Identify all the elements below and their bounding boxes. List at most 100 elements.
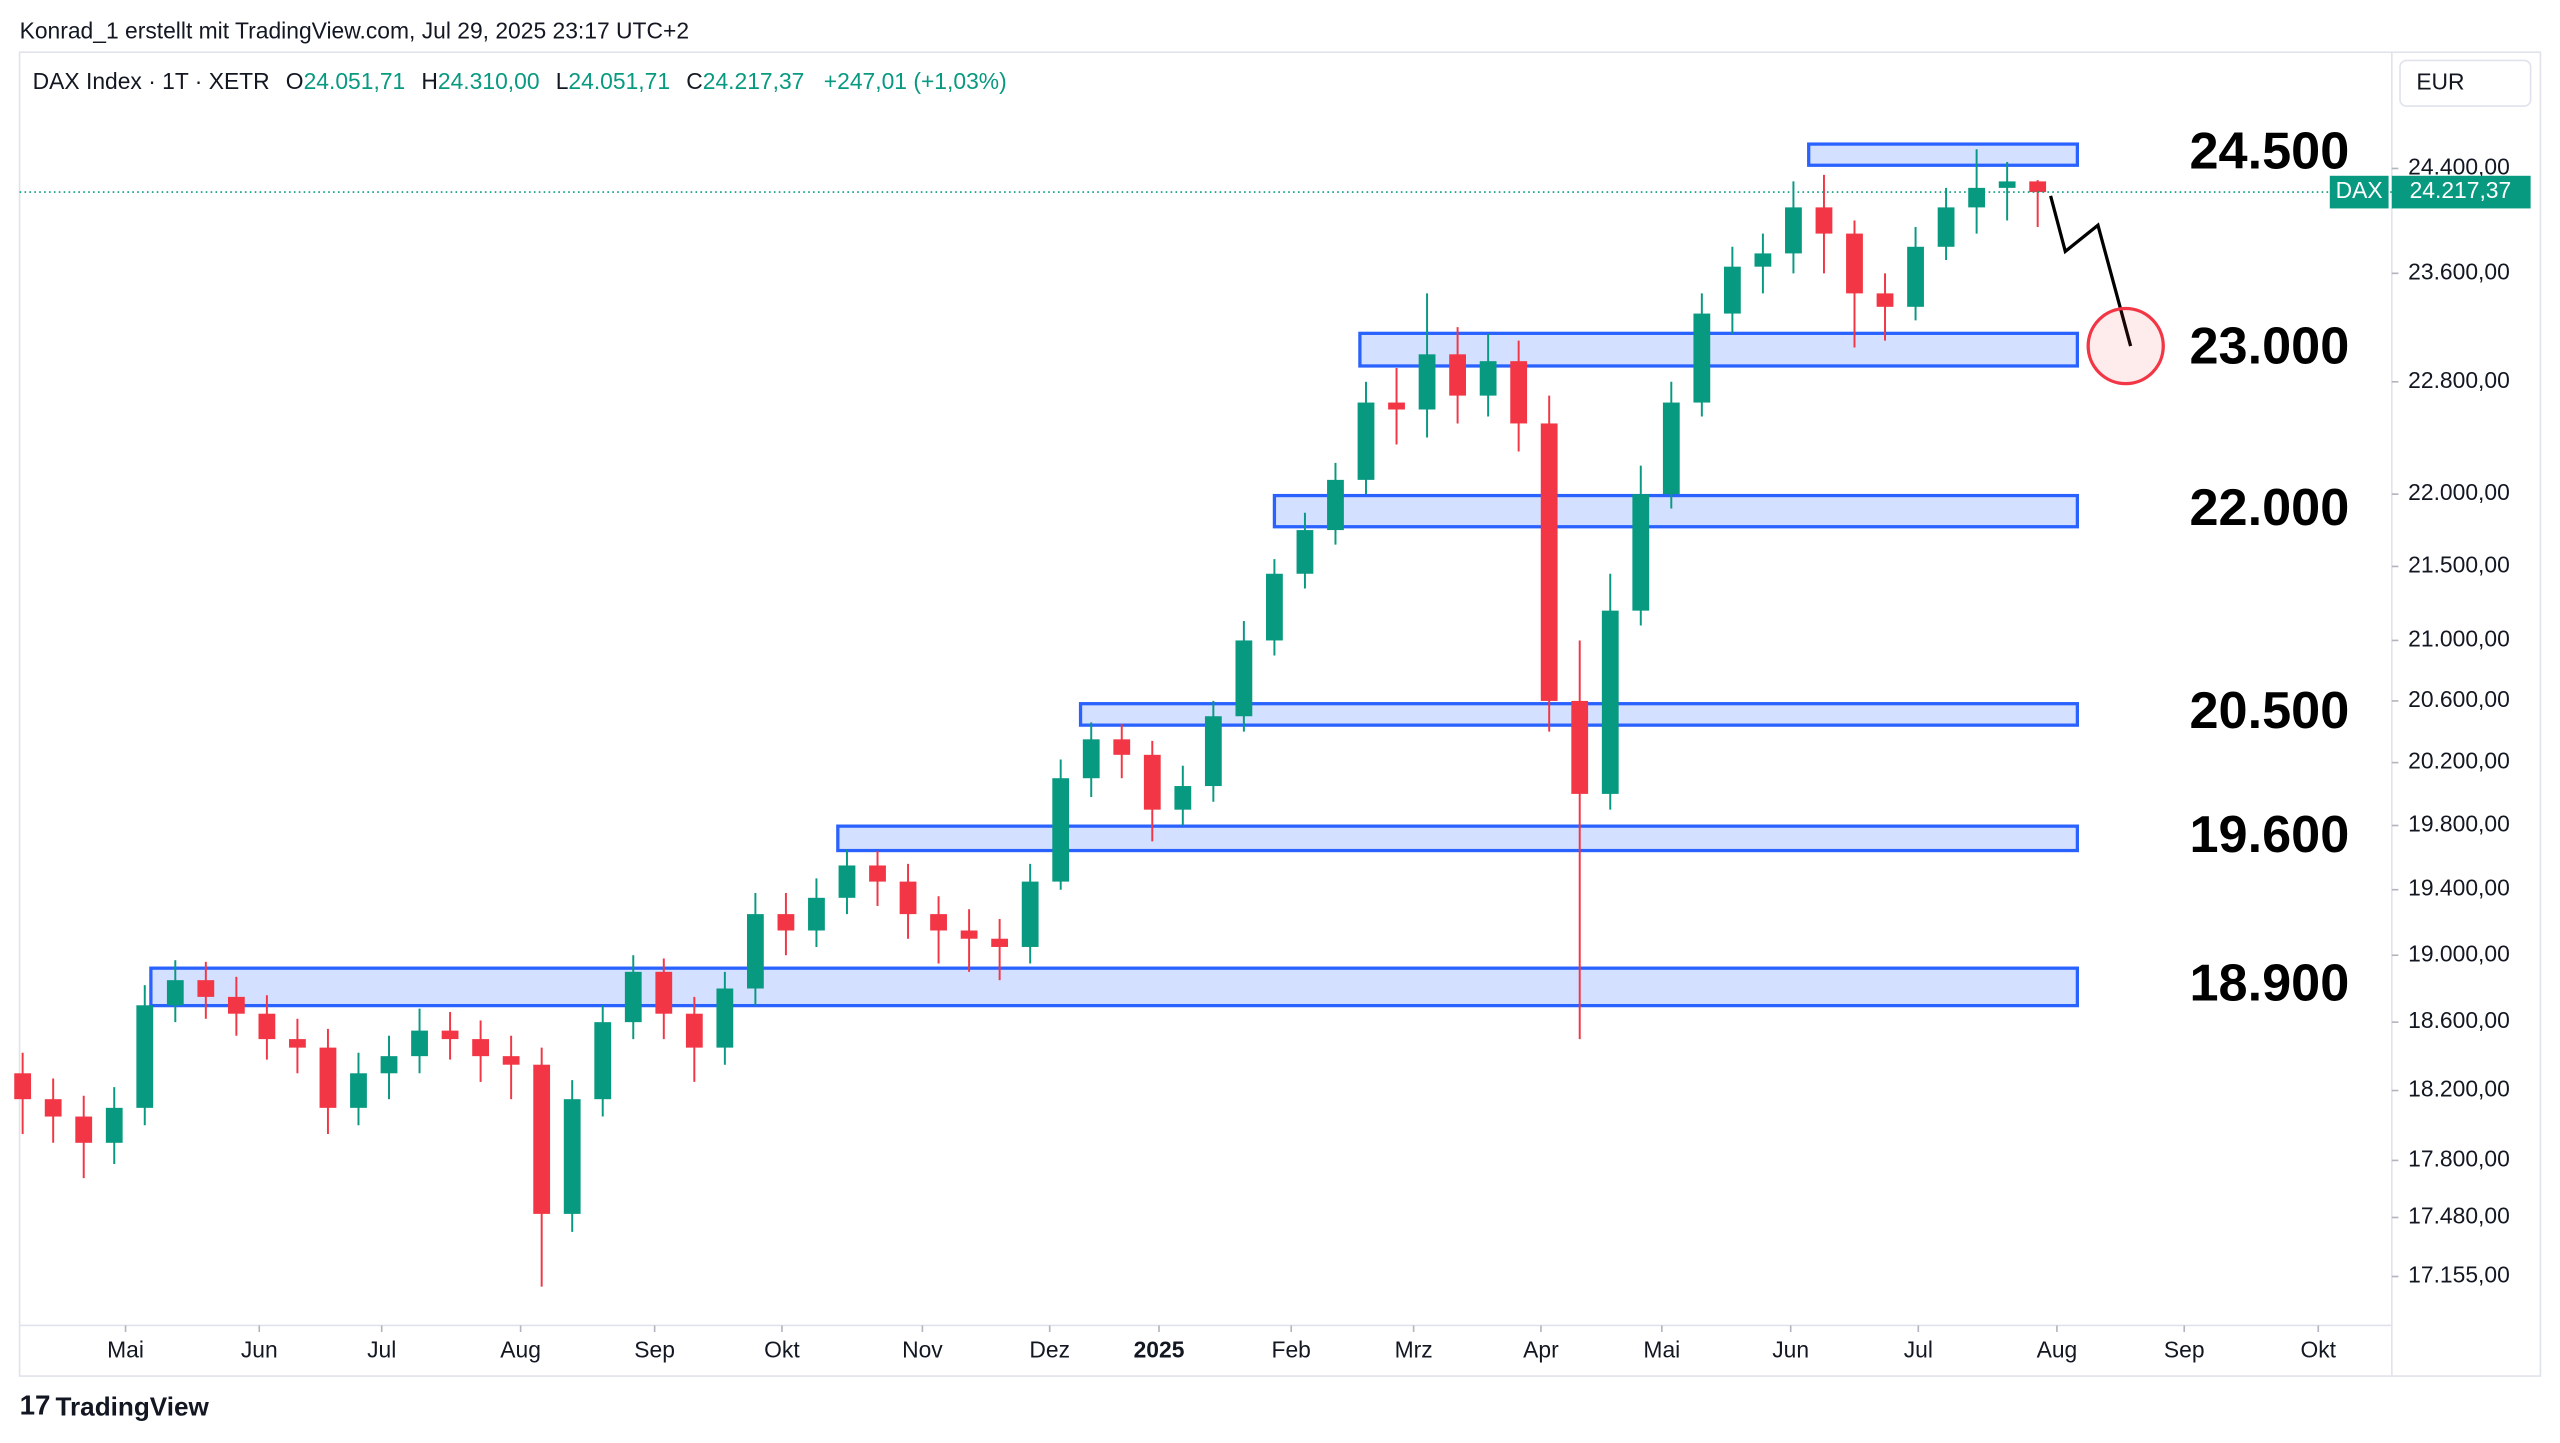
candle-body	[1907, 246, 1924, 307]
candle-body	[716, 988, 734, 1048]
x-tick-label: Jun	[1772, 1337, 1809, 1363]
candle-body	[289, 1039, 306, 1048]
ohlc-value: 24.051,71	[304, 68, 406, 94]
symbol-header: DAX Index · 1T · XETR O24.051,71 H24.310…	[33, 68, 1007, 94]
candle-body	[1204, 716, 1222, 787]
candle-body	[1266, 573, 1283, 641]
y-tick-label: 17.800,00	[2408, 1145, 2510, 1171]
x-tick-label: Jun	[241, 1337, 278, 1363]
candle-body	[1723, 266, 1741, 314]
candle-body	[1754, 253, 1772, 267]
y-tick-label: 18.200,00	[2408, 1076, 2510, 1102]
candle-body	[594, 1022, 612, 1100]
x-tick-label: Dez	[1029, 1337, 1070, 1363]
candle-body	[838, 865, 856, 898]
candle-body	[991, 938, 1009, 947]
candle-body	[1357, 402, 1375, 480]
candle-body	[197, 980, 215, 997]
candle-body	[411, 1030, 428, 1057]
candle-body	[1632, 494, 1650, 611]
candle-body	[1327, 479, 1344, 531]
candle-body	[1876, 293, 1894, 307]
candle-body	[319, 1047, 337, 1108]
candle-body	[502, 1056, 520, 1065]
candle-body	[655, 971, 673, 1014]
y-tick-label: 22.800,00	[2408, 367, 2510, 393]
ohlc-label: H	[421, 68, 438, 94]
y-tick-label: 21.000,00	[2408, 625, 2510, 651]
x-tick-label: Feb	[1272, 1337, 1311, 1363]
candle-body	[869, 865, 886, 882]
candle-body	[746, 914, 764, 989]
candle-body	[1510, 361, 1528, 424]
x-tick-label: Nov	[902, 1337, 943, 1363]
ohlc-label: L	[556, 68, 569, 94]
currency-button[interactable]	[2399, 59, 2532, 107]
candle-body	[1693, 313, 1711, 403]
candles	[14, 149, 2047, 1287]
candle-body	[44, 1099, 62, 1117]
y-tick-label: 17.480,00	[2408, 1203, 2510, 1229]
y-tick-label: 19.800,00	[2408, 811, 2510, 837]
candle-body	[1479, 361, 1497, 396]
x-tick-label: Mai	[107, 1337, 144, 1363]
support-zone	[1358, 331, 2080, 368]
candle-body	[1601, 610, 1619, 794]
y-tick-label: 22.000,00	[2408, 479, 2510, 505]
support-zone	[1807, 142, 2080, 167]
x-tick-label: 2025	[1134, 1337, 1185, 1363]
last-price-symbol-tag	[2329, 175, 2389, 209]
support-zone	[149, 966, 2080, 1008]
ohlc-value: 24.051,71	[568, 68, 670, 94]
candle-body	[1082, 739, 1100, 779]
zone-label: 19.600	[2189, 806, 2349, 864]
attribution: Konrad_1 erstellt mit TradingView.com, J…	[20, 18, 689, 44]
candle-body	[1113, 739, 1131, 755]
candle-body	[624, 971, 642, 1023]
zone-label: 23.000	[2189, 317, 2349, 375]
y-tick-label: 23.600,00	[2408, 258, 2510, 284]
brand: TradingView	[56, 1392, 210, 1422]
zone-label: 18.900	[2189, 955, 2349, 1013]
support-zone	[836, 824, 2080, 853]
x-tick-label: Okt	[2300, 1337, 2336, 1363]
zone-label: 24.500	[2189, 122, 2349, 180]
candle-body	[1021, 881, 1039, 947]
x-tick-label: Sep	[634, 1337, 675, 1363]
y-tick-label: 20.600,00	[2408, 686, 2510, 712]
x-tick-label: Okt	[764, 1337, 800, 1363]
ohlc-value: 24.310,00	[438, 68, 540, 94]
candle-body	[472, 1039, 490, 1057]
candle-body	[1937, 207, 1955, 247]
candle-body	[1998, 181, 2016, 188]
candle-body	[777, 914, 795, 931]
last-price-tag	[2391, 175, 2531, 209]
ohlc-label: O	[286, 68, 304, 94]
candle-body	[2029, 181, 2047, 193]
last-price-label: 24.217,37	[2410, 177, 2512, 203]
candle-body	[899, 881, 917, 915]
forecast-path	[2049, 195, 2133, 347]
x-tick-label: Sep	[2164, 1337, 2205, 1363]
candle-body	[685, 1013, 703, 1048]
candle-body	[1388, 402, 1405, 410]
ohlc-value: 24.217,37	[703, 68, 805, 94]
y-tick-label: 24.400,00	[2408, 154, 2510, 180]
last-price-symbol: DAX	[2336, 177, 2383, 203]
candle-body	[1785, 207, 1802, 254]
candle-body	[1052, 778, 1070, 882]
x-tick-label: Mrz	[1395, 1337, 1433, 1363]
symbol: DAX Index · 1T · XETR	[33, 68, 270, 94]
logo: 17 TradingView	[20, 1389, 210, 1421]
candle-body	[1968, 187, 1986, 208]
candle-body	[533, 1064, 551, 1214]
candle-body	[1815, 207, 1833, 234]
candle-body	[105, 1107, 123, 1143]
support-zone	[1272, 493, 2080, 529]
currency[interactable]: EUR	[2416, 68, 2464, 94]
zone-label: 22.000	[2189, 479, 2349, 537]
candle-body	[166, 980, 184, 1006]
x-tick-label: Aug	[500, 1337, 541, 1363]
